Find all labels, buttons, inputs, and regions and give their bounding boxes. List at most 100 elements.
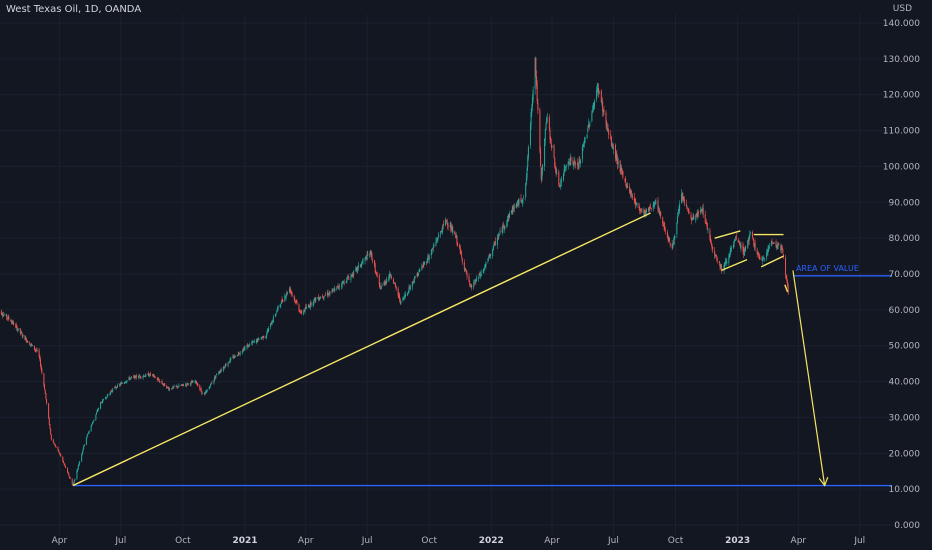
candle-body: [592, 107, 594, 111]
candle-body: [388, 273, 390, 279]
candle-body: [130, 377, 132, 379]
candle-body: [446, 222, 448, 226]
candle-body: [645, 210, 647, 213]
candle-body: [389, 274, 391, 276]
candle-body: [168, 388, 170, 390]
candle-body: [370, 250, 372, 255]
candle-body: [343, 282, 345, 284]
candle-body: [507, 215, 509, 218]
trendline: [760, 255, 784, 268]
candle-body: [152, 374, 154, 376]
candle-body: [296, 301, 298, 305]
candle-body: [672, 243, 674, 248]
candle-body: [21, 334, 23, 337]
candle-body: [97, 409, 99, 411]
candle-body: [633, 197, 635, 201]
candle-body: [678, 209, 680, 212]
candle-body: [336, 286, 338, 290]
trendline: [721, 259, 748, 272]
candle-body: [650, 208, 652, 209]
x-tick-label: Apr: [298, 536, 314, 546]
candle-body: [548, 117, 550, 129]
candle-body: [681, 193, 683, 203]
candle-body: [120, 383, 122, 385]
candle-body: [480, 272, 482, 276]
candle-body: [374, 264, 376, 273]
candle-body: [163, 383, 165, 385]
candle-body: [102, 399, 104, 401]
candle-body: [378, 275, 380, 285]
candle-body: [753, 244, 755, 247]
candle-body: [86, 435, 88, 438]
candle-body: [126, 380, 128, 382]
candle-body: [485, 262, 487, 267]
candle-body: [395, 286, 397, 290]
candle-body: [305, 306, 307, 309]
candle-body: [587, 128, 589, 133]
candle-body: [457, 242, 459, 246]
candle-body: [133, 376, 135, 378]
candle-body: [148, 375, 150, 377]
candle-body: [558, 171, 560, 186]
y-tick-label: 20.000: [889, 449, 921, 459]
candle-body: [648, 207, 650, 211]
candle-body: [10, 321, 12, 323]
candle-body: [370, 251, 372, 254]
candle-body: [522, 199, 524, 201]
candle-body: [640, 209, 642, 211]
x-tick-label: Apr: [791, 536, 807, 546]
candle-body: [498, 233, 500, 236]
candle-body: [488, 254, 490, 258]
candle-body: [172, 386, 174, 390]
candle-body: [322, 295, 324, 298]
candle-body: [293, 295, 295, 300]
candle-body: [177, 386, 179, 388]
candle-body: [477, 276, 479, 279]
candle-body: [747, 239, 749, 243]
candle-body: [232, 356, 234, 358]
candle-body: [517, 200, 519, 203]
candle-body: [654, 200, 656, 205]
candle-body: [40, 365, 42, 370]
candle-body: [437, 238, 439, 240]
candle-body: [27, 340, 29, 343]
candle-body: [22, 334, 24, 336]
candle-body: [183, 385, 185, 387]
x-tick-label: 2022: [479, 536, 504, 546]
candle-body: [563, 173, 565, 181]
candle-body: [303, 310, 305, 312]
candle-body: [50, 434, 52, 440]
candle-body: [601, 102, 603, 104]
candle-body: [449, 225, 451, 228]
candle-body: [121, 382, 123, 384]
candle-body: [427, 256, 429, 262]
candle-body: [196, 384, 198, 386]
candle-body: [634, 199, 636, 204]
candle-body: [279, 304, 281, 307]
candle-body: [616, 153, 618, 161]
candle-body: [705, 222, 707, 224]
candle-body: [228, 361, 230, 363]
candle-body: [696, 213, 698, 217]
candle-body: [723, 264, 725, 272]
candle-body: [558, 186, 560, 187]
candle-body: [384, 281, 386, 285]
candle-body: [435, 241, 437, 246]
candle-body: [432, 247, 434, 249]
candles: [0, 56, 789, 486]
drawings: AREA OF VALUE: [72, 212, 892, 487]
candle-body: [693, 215, 695, 220]
candle-body: [3, 314, 5, 316]
candle-body: [281, 299, 283, 302]
candle-body: [186, 383, 188, 385]
candle-body: [650, 206, 652, 208]
candle-body: [426, 260, 428, 263]
candle-body: [195, 381, 197, 384]
candle-body: [423, 264, 425, 266]
candle-body: [752, 238, 754, 240]
candle-body: [360, 264, 362, 267]
candle-body: [762, 258, 764, 262]
candle-body: [6, 314, 8, 318]
candle-body: [455, 235, 457, 238]
